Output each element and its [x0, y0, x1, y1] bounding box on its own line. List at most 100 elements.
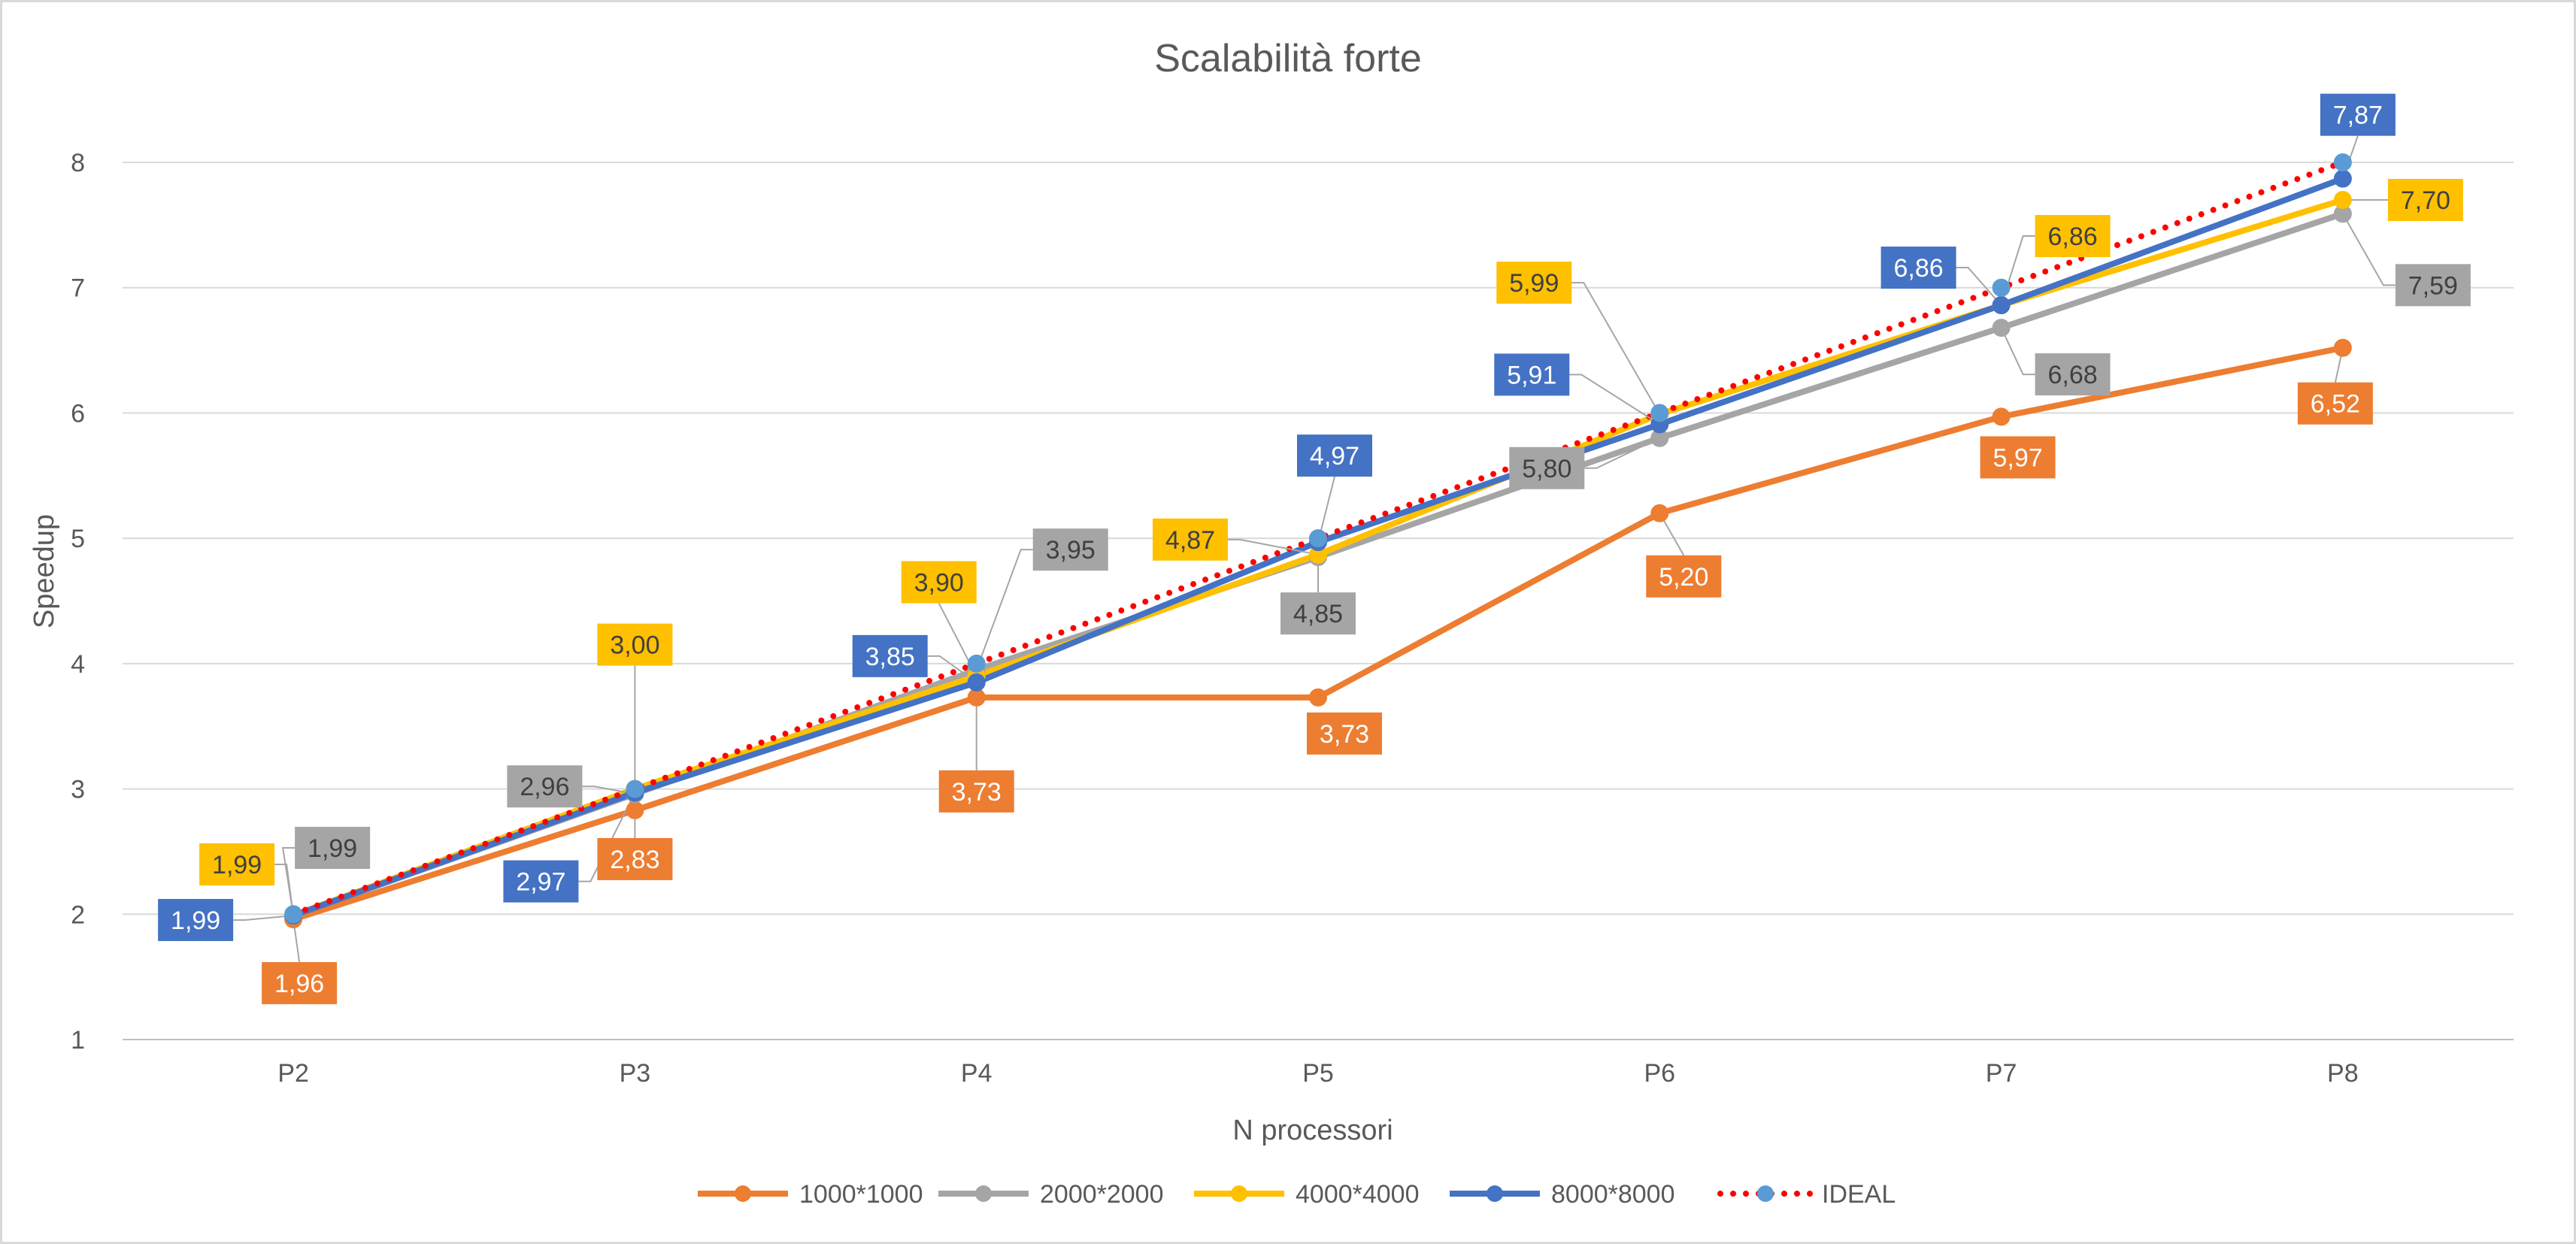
data-point: [1650, 404, 1669, 422]
y-tick-label: 8: [71, 149, 85, 177]
y-axis-title: Speedup: [29, 514, 60, 628]
legend-label: 1000*1000: [799, 1180, 923, 1209]
data-label: 5,97: [1993, 443, 2042, 472]
data-label-box: [199, 843, 275, 885]
label-leader-line: [2000, 327, 2035, 376]
label-leader-line: [582, 785, 635, 795]
data-label-box: [852, 634, 928, 677]
data-point: [2333, 338, 2352, 357]
data-label: 5,80: [1522, 455, 1571, 483]
label-leader-line: [233, 914, 294, 921]
data-label-box: [597, 623, 673, 666]
data-label-box: [2297, 382, 2373, 425]
data-point: [284, 905, 303, 924]
legend-label: 8000*8000: [1551, 1180, 1675, 1209]
data-label: 7,59: [2408, 271, 2458, 300]
y-tick-label: 1: [71, 1026, 85, 1055]
data-label-box: [2035, 353, 2111, 396]
data-label-box: [1494, 353, 1570, 396]
legend-swatch-marker: [975, 1185, 992, 1202]
data-label-box: [1880, 247, 1956, 289]
label-leader-line: [1569, 374, 1660, 425]
data-label: 1,99: [308, 834, 357, 863]
data-label: 1,99: [171, 907, 220, 935]
data-point: [1309, 529, 1327, 548]
data-label-box: [1646, 555, 1722, 598]
data-label: 1,99: [212, 851, 262, 879]
data-label: 4,97: [1310, 442, 1359, 471]
legend-swatch-marker: [735, 1185, 751, 1202]
label-leader-line: [274, 863, 295, 916]
data-point: [1992, 319, 2011, 337]
label-leader-line: [578, 792, 636, 882]
data-label: 3,95: [1046, 536, 1096, 564]
legend-swatch-marker: [1757, 1185, 1774, 1202]
x-tick-label: P4: [961, 1059, 993, 1088]
label-leader-line: [975, 549, 1033, 670]
y-tick-label: 6: [71, 399, 85, 428]
x-tick-label: P3: [620, 1059, 651, 1088]
label-leader-line: [2341, 213, 2396, 286]
data-label-box: [158, 898, 234, 941]
y-tick-label: 3: [71, 776, 85, 804]
data-label-box: [1496, 262, 1572, 304]
data-label: 6,52: [2311, 390, 2360, 419]
label-leader-line: [1571, 282, 1661, 415]
data-label-box: [1980, 436, 2056, 479]
legend-label: 4000*4000: [1296, 1180, 1420, 1209]
data-label: 2,96: [520, 773, 569, 801]
x-axis-title: N processori: [1232, 1115, 1393, 1146]
data-label-box: [597, 837, 673, 880]
data-point: [2333, 191, 2352, 210]
legend: 1000*1000 2000*2000 4000*4000 8000*8000 IDEA…: [698, 1180, 1896, 1209]
y-tick-label: 4: [71, 650, 85, 679]
data-label: 6,68: [2047, 361, 2097, 389]
data-label: 7,87: [2333, 101, 2383, 130]
data-label: 6,86: [2047, 222, 2097, 251]
data-label-box: [901, 561, 977, 604]
data-label-box: [2387, 179, 2463, 222]
series-markers: [284, 153, 2352, 928]
data-point: [2333, 153, 2352, 171]
data-labels: 1,96 2,83 3,73 3,73 5,20 5,97 6,52 1,99 2,96 3,95…: [158, 93, 2471, 1004]
data-point: [626, 779, 644, 798]
data-label-box: [295, 826, 371, 869]
label-leader-line: [1584, 437, 1660, 469]
data-label: 6,86: [1893, 254, 1943, 283]
x-tick-label: P2: [277, 1059, 309, 1088]
y-tick-label: 7: [71, 274, 85, 303]
data-point: [1992, 407, 2011, 426]
label-leader-line: [1228, 538, 1319, 555]
legend-label: 2000*2000: [1040, 1180, 1164, 1209]
data-label-box: [938, 770, 1014, 813]
data-label-box: [262, 961, 338, 1004]
x-tick-label: P6: [1644, 1059, 1675, 1088]
data-label: 4,87: [1165, 526, 1215, 555]
data-label-box: [2395, 264, 2471, 307]
data-point: [1309, 688, 1327, 707]
data-point: [967, 688, 986, 707]
data-label: 3,73: [952, 778, 1002, 807]
data-point: [1992, 296, 2011, 315]
data-label: 5,99: [1509, 269, 1559, 298]
data-label: 3,90: [914, 569, 964, 598]
data-label: 2,83: [610, 846, 659, 874]
data-label-box: [1280, 592, 1356, 635]
data-label-box: [503, 860, 579, 903]
data-label: 5,20: [1659, 563, 1708, 592]
chart-title: Scalabilità forte: [1154, 37, 1422, 80]
data-point: [967, 673, 986, 692]
data-label: 1,96: [274, 970, 324, 998]
data-label: 3,00: [610, 631, 659, 660]
label-leader-line: [927, 655, 977, 683]
y-tick-label: 2: [71, 900, 85, 929]
legend-swatch-marker: [1231, 1185, 1247, 1202]
data-label-box: [1297, 434, 1372, 477]
data-label-box: [1153, 518, 1228, 561]
data-point: [1650, 504, 1669, 522]
data-label-box: [507, 765, 583, 808]
data-label: 3,85: [865, 643, 915, 671]
data-point: [626, 801, 644, 819]
data-label: 7,70: [2401, 186, 2450, 215]
